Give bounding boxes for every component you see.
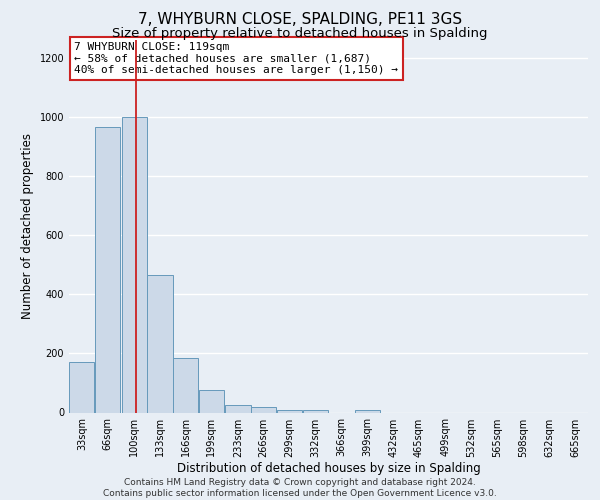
Bar: [251, 406, 277, 412]
Bar: [148, 275, 173, 412]
Text: 7 WHYBURN CLOSE: 119sqm
← 58% of detached houses are smaller (1,687)
40% of semi: 7 WHYBURN CLOSE: 119sqm ← 58% of detache…: [74, 42, 398, 75]
Text: Contains HM Land Registry data © Crown copyright and database right 2024.
Contai: Contains HM Land Registry data © Crown c…: [103, 478, 497, 498]
Bar: [277, 410, 302, 412]
Text: 7, WHYBURN CLOSE, SPALDING, PE11 3GS: 7, WHYBURN CLOSE, SPALDING, PE11 3GS: [138, 12, 462, 28]
Bar: [122, 117, 147, 412]
Bar: [226, 405, 251, 412]
Bar: [173, 358, 198, 412]
Y-axis label: Number of detached properties: Number of detached properties: [21, 133, 34, 320]
Bar: [302, 410, 328, 412]
Bar: [69, 362, 94, 412]
X-axis label: Distribution of detached houses by size in Spalding: Distribution of detached houses by size …: [176, 462, 481, 475]
Bar: [355, 410, 380, 412]
Bar: [95, 127, 120, 412]
Text: Size of property relative to detached houses in Spalding: Size of property relative to detached ho…: [112, 28, 488, 40]
Bar: [199, 390, 224, 412]
